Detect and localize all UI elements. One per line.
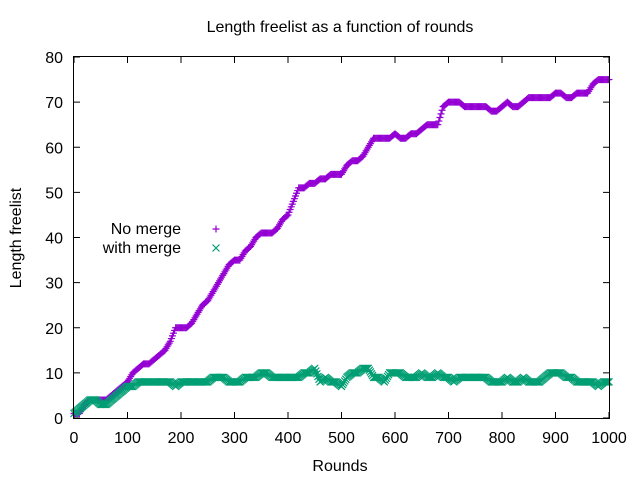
legend-label-no-merge: No merge xyxy=(111,221,181,238)
legend-marker-no-merge xyxy=(212,225,220,233)
axis-ticks: 0 100 200 300 400 500 600 700 800 900 1000 0 10 20 30 4… xyxy=(45,50,627,447)
legend: No merge with merge xyxy=(102,221,220,257)
y-tick-label: 20 xyxy=(45,321,63,338)
x-tick-label: 200 xyxy=(168,430,195,447)
x-tick-label: 700 xyxy=(435,430,462,447)
x-tick-label: 400 xyxy=(275,430,302,447)
data-point xyxy=(437,110,445,118)
y-tick-label: 40 xyxy=(45,231,63,248)
plot-frame xyxy=(73,56,610,419)
legend-label-with-merge: with merge xyxy=(102,240,181,257)
x-tick-label: 500 xyxy=(328,430,355,447)
y-tick-label: 70 xyxy=(45,95,63,112)
x-axis-label: Rounds xyxy=(312,458,367,475)
data-layer xyxy=(70,76,613,418)
y-tick-label: 30 xyxy=(45,276,63,293)
y-tick-label: 60 xyxy=(45,140,63,157)
data-point xyxy=(604,377,612,386)
data-point xyxy=(310,364,319,373)
series-with-merge xyxy=(70,364,613,418)
x-tick-label: 0 xyxy=(70,430,79,447)
y-tick-label: 80 xyxy=(45,50,63,67)
x-tick-label: 600 xyxy=(382,430,409,447)
legend-marker-symbol xyxy=(212,244,220,252)
data-point xyxy=(311,367,320,375)
data-point xyxy=(361,364,369,373)
x-tick-label: 100 xyxy=(114,430,141,447)
data-point xyxy=(435,117,443,125)
data-point xyxy=(283,212,291,220)
x-tick-label: 300 xyxy=(221,430,248,447)
y-tick-label: 10 xyxy=(45,366,63,383)
legend-marker-symbol xyxy=(212,225,220,233)
data-point xyxy=(434,121,442,129)
x-tick-label: 1000 xyxy=(591,430,627,447)
data-point xyxy=(436,113,444,121)
data-point xyxy=(601,377,610,386)
y-tick-label: 50 xyxy=(45,185,63,202)
chart-title: Length freelist as a function of rounds xyxy=(207,19,474,36)
x-tick-label: 800 xyxy=(489,430,516,447)
x-tick-label: 900 xyxy=(542,430,569,447)
y-axis-label: Length freelist xyxy=(8,187,25,288)
data-point xyxy=(312,369,321,378)
legend-marker-with-merge xyxy=(212,244,220,252)
data-point xyxy=(438,106,446,114)
y-tick-label: 0 xyxy=(54,411,63,428)
